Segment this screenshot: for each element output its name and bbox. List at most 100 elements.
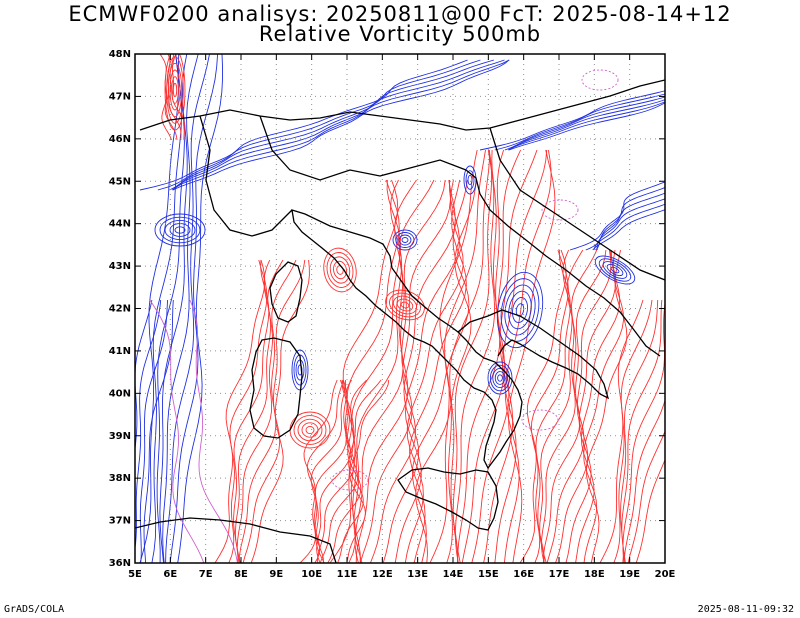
lon-label: 10E xyxy=(301,569,322,580)
vorticity-contour xyxy=(635,458,665,563)
vorticity-center xyxy=(497,374,503,382)
vorticity-center xyxy=(598,258,632,282)
vorticity-center xyxy=(295,359,305,381)
vorticity-contour xyxy=(355,179,435,563)
vorticity-contour xyxy=(353,179,403,563)
vorticity-contour xyxy=(539,249,573,563)
latitude-labels: 36N 37N 38N 39N 40N 41N 42N 43N 44N 45N 46N 47N 48N xyxy=(109,49,131,569)
vorticity-contour xyxy=(483,149,538,563)
vorticity-contour xyxy=(189,299,238,563)
lat-label: 48N xyxy=(109,49,131,60)
vorticity-contour xyxy=(172,59,510,191)
vorticity-contour xyxy=(541,249,584,563)
vorticity-center xyxy=(172,82,178,98)
vorticity-contour xyxy=(143,299,174,563)
vorticity-center xyxy=(297,418,323,442)
vorticity-contour xyxy=(542,249,598,563)
vorticity-center xyxy=(333,260,347,280)
lon-label: 5E xyxy=(128,569,142,580)
vorticity-center xyxy=(166,56,184,124)
lon-label: 17E xyxy=(549,569,570,580)
vorticity-center xyxy=(467,174,473,186)
vorticity-contour xyxy=(586,249,628,563)
vorticity-contour xyxy=(164,54,178,141)
vorticity-center xyxy=(512,297,528,323)
vorticity-contour xyxy=(228,259,268,563)
alpine-borders xyxy=(139,79,665,131)
lon-label: 13E xyxy=(407,569,428,580)
vorticity-center xyxy=(167,62,183,118)
vorticity-contour xyxy=(479,90,665,151)
zero-contour xyxy=(541,199,579,221)
vorticity-contour xyxy=(461,149,506,563)
lon-label: 18E xyxy=(584,569,605,580)
vorticity-contour xyxy=(165,54,210,563)
sicily-coastline xyxy=(397,467,499,531)
vorticity-contour xyxy=(329,179,399,563)
vorticity-contour xyxy=(177,54,223,563)
lon-label: 8E xyxy=(234,569,248,580)
vorticity-contour xyxy=(569,181,665,251)
vorticity-center xyxy=(293,415,327,445)
map-title: ECMWF0200 analisys: 20250811@00 FcT: 202… xyxy=(68,2,732,26)
vorticity-contour xyxy=(454,149,495,563)
balkan-borders xyxy=(489,127,665,281)
zero-contour xyxy=(581,69,619,91)
vorticity-contour xyxy=(233,259,270,563)
vorticity-contour xyxy=(508,149,556,563)
lat-label: 41N xyxy=(109,346,131,357)
vorticity-center xyxy=(504,284,536,336)
vorticity-contour xyxy=(575,249,621,563)
vorticity-contour xyxy=(135,299,153,453)
corsica-coastline xyxy=(269,261,303,323)
vorticity-contour xyxy=(595,192,665,251)
vorticity-contour xyxy=(621,299,663,563)
vorticity-center xyxy=(606,263,624,277)
lon-label: 14E xyxy=(443,569,464,580)
vorticity-contour xyxy=(508,102,665,151)
vorticity-center xyxy=(154,213,206,247)
north-italy-border xyxy=(259,115,467,181)
vorticity-contour xyxy=(623,330,665,563)
vorticity-contour xyxy=(494,93,665,151)
vorticity-contour xyxy=(622,299,665,563)
vorticity-contour xyxy=(503,149,552,563)
balkan-coastline xyxy=(465,169,661,357)
vorticity-center xyxy=(602,261,628,279)
vorticity-contour xyxy=(139,299,169,563)
software-credit: GrADS/COLA xyxy=(4,604,65,615)
vorticity-contour xyxy=(471,149,522,563)
vorticity-contour xyxy=(555,249,612,563)
vorticity-center xyxy=(392,229,418,251)
lon-label: 11E xyxy=(337,569,358,580)
vorticity-contour xyxy=(139,59,468,191)
vorticity-contour xyxy=(314,379,347,563)
vorticity-contour xyxy=(620,299,659,563)
vorticity-center xyxy=(508,290,532,330)
vorticity-center xyxy=(326,252,354,288)
vorticity-contour xyxy=(519,249,567,563)
vorticity-center xyxy=(329,256,351,284)
lat-label: 44N xyxy=(109,219,131,230)
france-border xyxy=(199,115,293,237)
lon-label: 12E xyxy=(372,569,393,580)
vorticity-contour xyxy=(444,149,486,563)
africa-coastline xyxy=(135,517,337,563)
vorticity-center xyxy=(610,266,620,274)
map-subtitle: Relative Vorticity 500mb xyxy=(258,22,542,46)
vorticity-center xyxy=(496,271,544,349)
vorticity-contour xyxy=(242,259,306,563)
vorticity-contour xyxy=(394,179,460,563)
vorticity-contour xyxy=(236,259,284,563)
vorticity-center xyxy=(487,361,513,395)
longitude-labels: 5E 6E 7E 8E 9E 10E 11E 12E 13E 14E 15E 16E 17E 18E 19E… xyxy=(128,569,675,580)
vorticity-contour xyxy=(504,96,665,151)
vorticity-contours xyxy=(135,54,665,563)
generation-timestamp: 2025-08-11-09:32 xyxy=(697,604,794,615)
vorticity-contour xyxy=(494,149,548,563)
zero-contour xyxy=(521,409,559,431)
vorticity-contour xyxy=(169,59,495,191)
vorticity-center xyxy=(400,301,410,309)
vorticity-contour xyxy=(214,259,266,563)
